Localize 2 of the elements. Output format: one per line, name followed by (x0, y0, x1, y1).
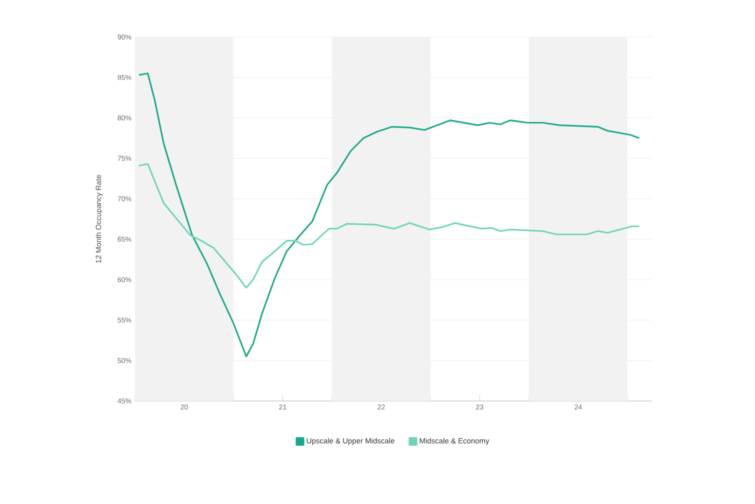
line-series (138, 72, 640, 358)
line-series (138, 163, 640, 289)
